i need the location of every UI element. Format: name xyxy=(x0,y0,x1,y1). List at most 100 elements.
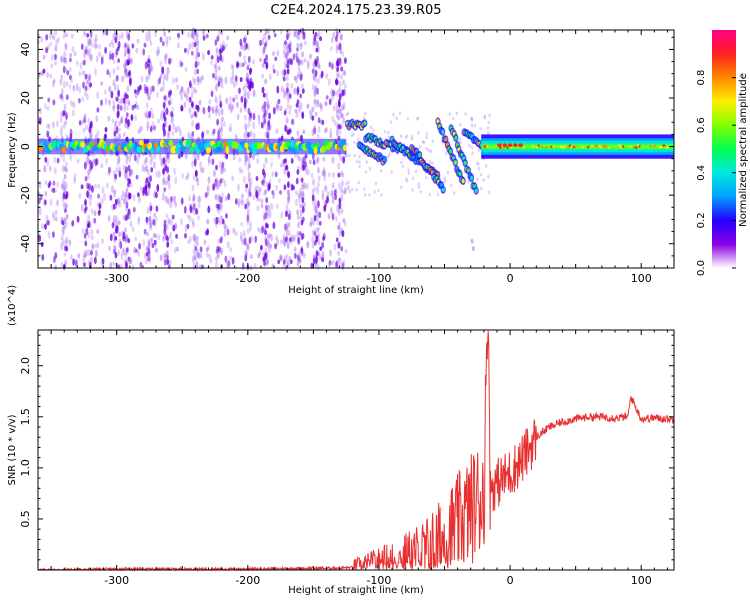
spectrogram-noise-cell xyxy=(82,127,86,134)
spectrogram-noise-cell xyxy=(265,57,269,64)
spectrogram-noise-cell xyxy=(186,223,190,230)
carrier-cell xyxy=(528,146,532,149)
spectrogram-noise-cell xyxy=(335,215,338,222)
spectrogram-noise-cell xyxy=(348,190,352,194)
spectrogram-noise-cell xyxy=(86,219,90,225)
spectrogram-noise-cell xyxy=(261,251,265,258)
spectrogram-noise-cell xyxy=(160,158,164,167)
spectrogram-noise-cell xyxy=(159,36,163,43)
spectrogram-noise-cell xyxy=(199,251,203,259)
colorbar-label: Normalized spectral amplitude xyxy=(738,73,749,227)
spectrogram-noise-cell xyxy=(145,36,149,42)
spectrogram-noise-cell xyxy=(281,161,284,167)
spectrogram-noise-cell xyxy=(192,203,196,211)
spectrogram-noise-cell xyxy=(317,226,320,232)
spectrogram-noise-cell xyxy=(320,70,324,79)
spectrogram-noise-cell xyxy=(38,207,42,216)
spectrogram-noise-cell xyxy=(115,31,118,40)
spectrogram-noise-cell xyxy=(258,250,262,257)
spectrogram-noise-cell xyxy=(164,164,168,170)
spectrogram-noise-cell xyxy=(215,98,218,104)
spectrogram-noise-cell xyxy=(449,183,453,188)
spectrogram-noise-cell xyxy=(286,241,290,250)
spectrogram-noise-cell xyxy=(184,47,187,54)
spectrogram-noise-cell xyxy=(259,227,262,234)
spectrogram-noise-cell xyxy=(273,32,277,38)
y-tick-label: 2.0 xyxy=(19,357,32,375)
spectrogram-noise-cell xyxy=(162,176,166,184)
spectrogram-noise-cell xyxy=(245,242,249,248)
spectrogram-noise-cell xyxy=(261,180,264,186)
spectrogram-noise-cell xyxy=(116,109,120,118)
spectrogram-noise-cell xyxy=(311,106,315,113)
spectrogram-noise-cell xyxy=(243,102,247,109)
spectrogram-noise-cell xyxy=(216,203,220,212)
spectrogram-noise-cell xyxy=(149,158,153,166)
spectrogram-noise-cell xyxy=(157,170,161,178)
spectrogram-noise-cell xyxy=(281,70,285,75)
spectrogram-noise-cell xyxy=(229,101,233,108)
spectrogram-noise-cell xyxy=(50,63,54,69)
spectrogram-noise-cell xyxy=(89,132,92,141)
spectrogram-noise-cell xyxy=(84,49,88,55)
spectrogram-noise-cell xyxy=(262,45,266,53)
spectrogram-noise-cell xyxy=(220,108,224,116)
spectrogram-noise-cell xyxy=(192,86,196,94)
spectrogram-noise-cell xyxy=(475,177,479,182)
spectrogram-noise-cell xyxy=(195,260,199,268)
y-tick-label: -40 xyxy=(19,235,32,253)
spectrogram-noise-cell xyxy=(215,46,219,53)
spectrogram-noise-cell xyxy=(217,108,221,117)
spectrogram-noise-cell xyxy=(247,43,250,52)
spectrogram-noise-cell xyxy=(146,120,150,129)
spectrogram-noise-cell xyxy=(288,47,292,53)
spectrogram-noise-cell xyxy=(415,117,419,121)
spectrogram-noise-cell xyxy=(310,217,314,226)
spectrogram-noise-cell xyxy=(318,220,322,226)
spectrogram-noise-cell xyxy=(257,253,261,259)
spectrogram-noise-cell xyxy=(299,101,303,110)
spectrogram-noise-cell xyxy=(344,83,347,89)
spectrogram-noise-cell xyxy=(237,203,241,208)
spectrogram-noise-cell xyxy=(279,255,283,261)
spectrogram-noise-cell xyxy=(331,212,335,221)
spectrogram-noise-cell xyxy=(215,221,218,228)
spectrogram-noise-cell xyxy=(228,96,232,102)
spectrogram-noise-cell xyxy=(313,214,317,222)
spectrogram-noise-cell xyxy=(333,243,337,251)
spectrogram-noise-cell xyxy=(329,127,333,135)
spectrogram-noise-cell xyxy=(190,114,194,119)
spectrogram-noise-cell xyxy=(266,98,269,107)
spectrogram-noise-cell xyxy=(216,56,220,64)
spectrogram-noise-cell xyxy=(329,207,333,215)
spectrogram-noise-cell xyxy=(106,69,110,76)
spectrogram-noise-cell xyxy=(244,156,248,163)
spectrogram-noise-cell xyxy=(91,185,94,193)
spectrogram-noise-cell xyxy=(243,37,247,43)
spectrogram-noise-cell xyxy=(339,60,343,67)
spectrogram-noise-cell xyxy=(52,78,56,84)
spectrogram-noise-cell xyxy=(108,166,111,174)
spectrogram-noise-cell xyxy=(340,113,344,119)
spectrogram-noise-cell xyxy=(337,72,340,79)
spectrogram-noise-cell xyxy=(219,43,223,50)
spectrogram-noise-cell xyxy=(330,36,334,44)
spectrogram-noise-cell xyxy=(297,105,301,114)
spectrogram-noise-cell xyxy=(157,234,161,241)
spectrogram-noise-cell xyxy=(239,77,243,83)
spectrogram-noise-cell xyxy=(266,132,270,139)
spectrogram-noise-cell xyxy=(113,130,117,137)
spectrogram-noise-cell xyxy=(165,35,169,44)
spectrogram-noise-cell xyxy=(443,176,447,181)
spectrogram-noise-cell xyxy=(332,105,336,112)
spectrogram-noise-cell xyxy=(54,264,58,270)
spectrogram-noise-cell xyxy=(339,47,343,55)
spectrogram-noise-cell xyxy=(315,40,319,48)
spectrogram-noise-cell xyxy=(57,37,60,43)
spectrogram-noise-cell xyxy=(147,169,150,176)
spectrogram-noise-cell xyxy=(79,62,83,70)
spectrogram-noise-cell xyxy=(285,236,289,241)
spectrogram-noise-cell xyxy=(220,124,224,131)
spectrogram-noise-cell xyxy=(94,43,97,50)
spectrogram-noise-cell xyxy=(298,231,302,236)
